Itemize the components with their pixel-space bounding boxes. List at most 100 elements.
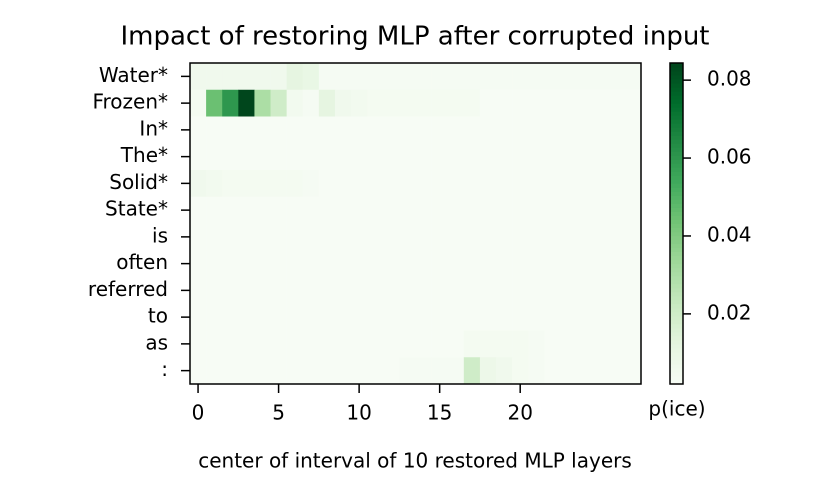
heatmap-cell xyxy=(318,357,336,385)
heatmap-cell xyxy=(592,170,610,198)
heatmap-cell xyxy=(222,196,239,224)
heatmap-cell xyxy=(238,223,255,251)
y-tick-label: : xyxy=(161,357,168,381)
colorbar-segment xyxy=(670,71,683,76)
heatmap-cell xyxy=(608,223,626,251)
heatmap-cell xyxy=(238,330,255,358)
heatmap-cell xyxy=(383,303,400,331)
heatmap-cell xyxy=(334,63,352,91)
heatmap-cell xyxy=(206,223,223,251)
colorbar-tick-label: 0.02 xyxy=(707,300,752,324)
heatmap-cell xyxy=(383,116,400,144)
colorbar-segment xyxy=(670,335,683,341)
heatmap-cell xyxy=(447,63,465,91)
heatmap-cell xyxy=(544,250,561,278)
heatmap-cell xyxy=(318,170,336,198)
heatmap-cell xyxy=(222,303,239,331)
heatmap-cell xyxy=(592,89,610,117)
heatmap-cell xyxy=(302,250,320,278)
heatmap-cell xyxy=(544,63,561,91)
heatmap-cell xyxy=(238,250,255,278)
heatmap-cell xyxy=(351,223,368,251)
heatmap-cell xyxy=(367,357,384,385)
heatmap-cell xyxy=(544,303,561,331)
heatmap-cell xyxy=(383,143,400,171)
colorbar-segment xyxy=(670,355,683,361)
heatmap-cell xyxy=(222,89,239,117)
heatmap-cell xyxy=(512,223,529,251)
heatmap-cell xyxy=(512,63,529,91)
heatmap-cell xyxy=(560,330,577,358)
heatmap-cell xyxy=(624,143,642,171)
heatmap-cell xyxy=(318,303,336,331)
heatmap-cell xyxy=(270,330,287,358)
heatmap-cell xyxy=(254,250,271,278)
heatmap-cell xyxy=(318,277,336,305)
heatmap-cell xyxy=(415,303,432,331)
colorbar-segment xyxy=(670,319,683,325)
heatmap-cell xyxy=(351,303,368,331)
heatmap-cell xyxy=(479,116,497,144)
heatmap-cell xyxy=(528,277,545,305)
y-tick-label: often xyxy=(116,250,168,274)
heatmap-cell xyxy=(238,277,255,305)
colorbar-segment xyxy=(670,203,683,208)
heatmap-cell xyxy=(560,277,577,305)
heatmap-cell xyxy=(560,63,577,91)
heatmap-cell xyxy=(190,250,207,278)
heatmap-cell xyxy=(624,170,642,198)
heatmap-cell xyxy=(512,303,529,331)
heatmap-cell xyxy=(286,116,304,144)
colorbar-segment xyxy=(670,279,683,285)
heatmap-cell xyxy=(528,330,545,358)
heatmap-cell xyxy=(576,143,593,171)
heatmap-cell xyxy=(367,250,384,278)
heatmap-cell xyxy=(544,277,561,305)
colorbar-segment xyxy=(670,215,683,220)
heatmap-cell xyxy=(624,63,642,91)
x-tick-label: 20 xyxy=(507,401,532,425)
heatmap-cell xyxy=(254,89,271,117)
colorbar-segment xyxy=(670,183,683,188)
heatmap-cell xyxy=(302,116,320,144)
heatmap-cell xyxy=(318,330,336,358)
heatmap-cell xyxy=(528,196,545,224)
heatmap-cell xyxy=(286,63,304,91)
heatmap-cell xyxy=(415,143,432,171)
colorbar-segment xyxy=(670,243,683,249)
heatmap-cell xyxy=(399,223,416,251)
heatmap-cell xyxy=(431,303,449,331)
heatmap-cell xyxy=(496,170,513,198)
heatmap-cell xyxy=(415,170,432,198)
heatmap-cell xyxy=(206,63,223,91)
heatmap-cell xyxy=(592,116,610,144)
heatmap-cell xyxy=(479,89,497,117)
heatmap-cell xyxy=(302,330,320,358)
heatmap-cell xyxy=(479,303,497,331)
heatmap-cell xyxy=(512,250,529,278)
colorbar-segment xyxy=(670,327,683,333)
heatmap-cell xyxy=(608,196,626,224)
heatmap-cell xyxy=(286,170,304,198)
colorbar-segment xyxy=(670,219,683,224)
colorbar-segment xyxy=(670,79,683,84)
heatmap-cell xyxy=(351,330,368,358)
heatmap-cell xyxy=(270,277,287,305)
heatmap-cell xyxy=(334,116,352,144)
heatmap-cell xyxy=(270,170,287,198)
heatmap-cell xyxy=(415,116,432,144)
heatmap-cell xyxy=(270,143,287,171)
heatmap-cell xyxy=(608,63,626,91)
heatmap-cell xyxy=(608,170,626,198)
heatmap-cell xyxy=(254,223,271,251)
heatmap-cell xyxy=(496,277,513,305)
heatmap-cell xyxy=(447,196,465,224)
heatmap-cell xyxy=(528,223,545,251)
heatmap-cell xyxy=(463,303,481,331)
heatmap-cell xyxy=(367,196,384,224)
heatmap-cell xyxy=(399,277,416,305)
heatmap-cell xyxy=(351,196,368,224)
heatmap-cell xyxy=(463,63,481,91)
heatmap-cell xyxy=(576,170,593,198)
